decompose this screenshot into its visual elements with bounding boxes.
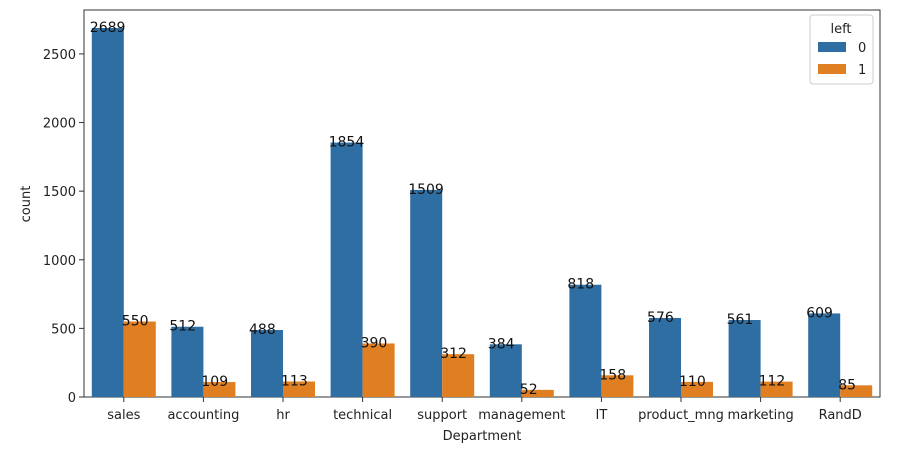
data-label: 312 <box>440 346 467 362</box>
x-tick-label: accounting <box>167 408 239 423</box>
y-tick-label: 0 <box>68 391 76 406</box>
y-tick-label: 2500 <box>43 48 76 63</box>
bar-sales-left-1 <box>123 321 156 397</box>
data-labels: 2689 550 512 109 488 113 1854 390 1509 312 384 52 81… <box>90 20 856 398</box>
data-label: 2689 <box>90 20 126 36</box>
y-axis: 0 500 1000 1500 2000 2500 <box>43 48 84 406</box>
data-label: 1854 <box>329 135 365 151</box>
bar-technical-left-1 <box>362 343 395 397</box>
x-axis-label: Department <box>443 429 522 444</box>
x-tick-label: product_mng <box>638 408 724 423</box>
bar-technical-left-0 <box>330 142 363 397</box>
x-tick-label: support <box>417 408 467 423</box>
data-label: 1509 <box>408 182 444 198</box>
x-tick-label: RandD <box>819 408 862 423</box>
data-label: 609 <box>806 305 833 321</box>
bar-accounting-left-1 <box>203 382 236 397</box>
data-label: 384 <box>488 336 515 352</box>
y-tick-label: 1500 <box>43 185 76 200</box>
bar-IT-left-0 <box>569 284 602 397</box>
bar-hr-left-0 <box>251 330 283 397</box>
x-tick-label: technical <box>333 408 392 423</box>
data-label: 550 <box>122 314 149 330</box>
bar-sales-left-0 <box>91 27 124 397</box>
x-tick-label: management <box>478 408 565 423</box>
legend-label-0: 0 <box>858 41 866 56</box>
legend-label-1: 1 <box>858 63 866 78</box>
x-tick-label: sales <box>107 408 140 423</box>
bar-product_mng-left-0 <box>649 317 681 397</box>
data-label: 158 <box>599 367 626 383</box>
legend-swatch-0 <box>818 42 846 52</box>
x-tick-label: hr <box>276 408 290 423</box>
bar-RandD-left-1 <box>840 385 873 397</box>
data-label: 113 <box>281 373 308 389</box>
bar-management-left-1 <box>521 389 554 397</box>
data-label: 512 <box>169 319 196 335</box>
x-tick-label: IT <box>596 408 608 423</box>
data-label: 576 <box>647 310 674 326</box>
data-label: 52 <box>520 382 538 398</box>
bar-IT-left-1 <box>601 375 634 397</box>
bar-management-left-0 <box>489 344 522 397</box>
y-tick-label: 2000 <box>43 117 76 132</box>
data-label: 561 <box>727 312 754 328</box>
data-label: 109 <box>201 374 228 390</box>
data-label: 488 <box>249 322 276 338</box>
bar-support-left-0 <box>410 189 443 397</box>
bar-RandD-left-0 <box>808 313 841 397</box>
data-label: 110 <box>679 374 706 390</box>
data-label: 85 <box>838 377 856 393</box>
legend-title: left <box>830 22 851 37</box>
y-tick-label: 500 <box>51 322 76 337</box>
plot-frame <box>83 9 881 398</box>
bars <box>91 27 873 397</box>
bar-product_mng-left-1 <box>681 381 713 397</box>
x-axis: sales accounting hr technical support managem… <box>107 397 862 423</box>
bar-accounting-left-0 <box>171 326 204 397</box>
bar-support-left-1 <box>442 354 475 397</box>
legend-swatch-1 <box>818 64 846 74</box>
data-label: 112 <box>759 374 786 390</box>
y-tick-label: 1000 <box>43 254 76 269</box>
data-label: 818 <box>567 277 594 293</box>
bar-hr-left-1 <box>283 381 315 397</box>
bar-marketing-left-0 <box>728 320 761 397</box>
legend: left 0 1 <box>809 14 874 85</box>
y-axis-label: count <box>19 186 34 223</box>
data-label: 390 <box>361 335 388 351</box>
bar-marketing-left-1 <box>760 381 793 397</box>
x-tick-label: marketing <box>727 408 793 423</box>
